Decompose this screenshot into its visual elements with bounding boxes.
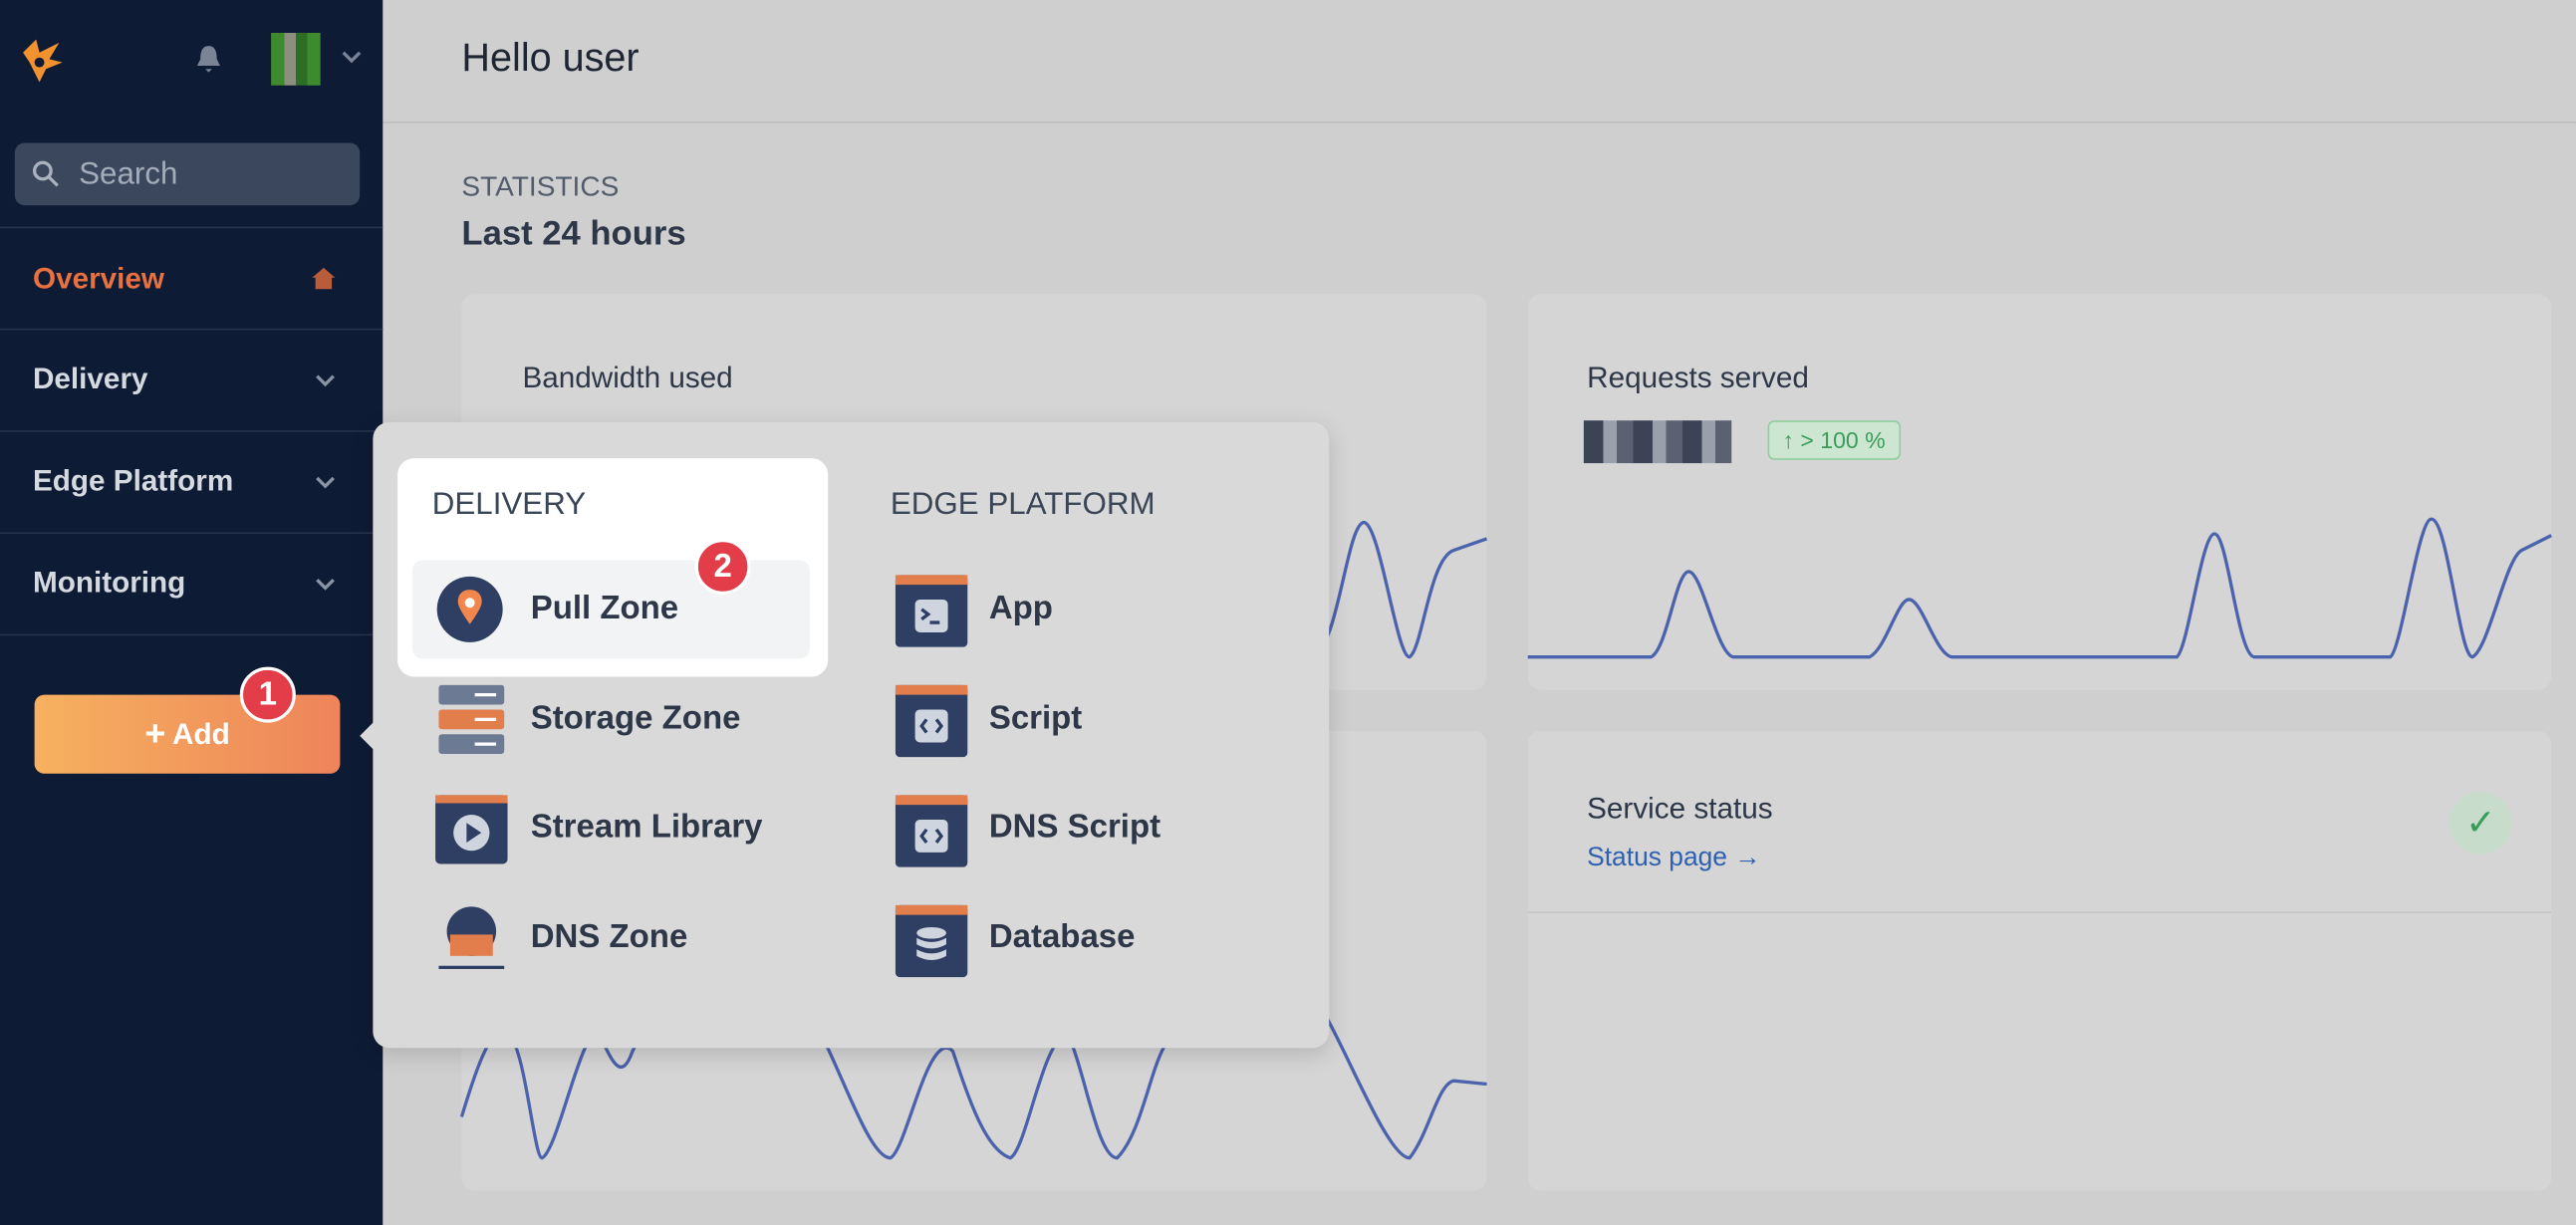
card-divider [1527, 911, 2552, 913]
divider [0, 430, 384, 432]
header-divider [383, 122, 2576, 123]
add-label: Add [172, 716, 230, 750]
menu-item[interactable]: Script [988, 700, 1083, 737]
divider [0, 226, 384, 229]
menu-item[interactable]: Storage Zone [530, 700, 741, 737]
search-placeholder: Search [79, 157, 178, 192]
obscured-value [1583, 420, 1732, 464]
plus-icon: + [144, 712, 166, 754]
notifications-icon[interactable] [194, 43, 224, 76]
home-icon [312, 267, 336, 290]
status-card [1527, 730, 2552, 1191]
dns-zone-icon [438, 906, 505, 970]
change-badge: ↑ > 100 % [1767, 420, 1901, 460]
menu-group-title: DELIVERY [431, 487, 587, 523]
change-badge-text: > 100 % [1800, 426, 1886, 454]
card-title: Bandwidth used [522, 361, 733, 394]
step-badge: 2 [694, 538, 751, 596]
search-icon [32, 160, 59, 187]
sparkline [1313, 520, 1488, 659]
divider [0, 633, 384, 636]
search-box[interactable] [14, 142, 361, 206]
nav-item[interactable]: Edge Platform [32, 463, 234, 497]
divider [0, 532, 384, 534]
database-icon [895, 904, 968, 978]
script-icon [895, 684, 968, 758]
nav-item[interactable]: Monitoring [32, 566, 186, 600]
pull-zone-icon [436, 576, 503, 642]
divider [0, 328, 384, 331]
nav-item[interactable]: Delivery [32, 362, 148, 395]
menu-item[interactable]: Database [988, 918, 1136, 956]
status-ok-icon: ✓ [2448, 791, 2512, 855]
nav-chevrons [316, 374, 335, 591]
card-title: Service status [1587, 791, 1773, 825]
avatar[interactable] [271, 32, 321, 86]
add-button[interactable]: + Add [34, 694, 341, 774]
greeting: Hello user [461, 36, 640, 81]
menu-item[interactable]: DNS Script [988, 809, 1161, 846]
sparkline [1527, 517, 2552, 659]
step-badge: 1 [239, 666, 296, 723]
menu-item[interactable]: DNS Zone [530, 918, 688, 956]
menu-item[interactable]: Stream Library [530, 809, 763, 846]
card-title: Requests served [1587, 361, 1809, 394]
status-link[interactable]: Status page → [1587, 844, 1761, 872]
account-chevron[interactable] [340, 49, 363, 65]
menu-group-title: EDGE PLATFORM [890, 487, 1156, 523]
menu-item[interactable]: Pull Zone [530, 590, 679, 627]
dns-script-icon [895, 795, 968, 867]
requests-card [1527, 294, 2552, 690]
storage-zone-icon [438, 684, 505, 754]
menu-pointer [360, 719, 377, 753]
nav-item[interactable]: Overview [32, 262, 165, 296]
section-period: Last 24 hours [461, 215, 686, 253]
logo [23, 39, 63, 83]
section-label: STATISTICS [461, 170, 620, 202]
stream-library-icon [435, 795, 508, 864]
menu-item[interactable]: App [988, 590, 1053, 627]
app-icon [895, 575, 968, 647]
